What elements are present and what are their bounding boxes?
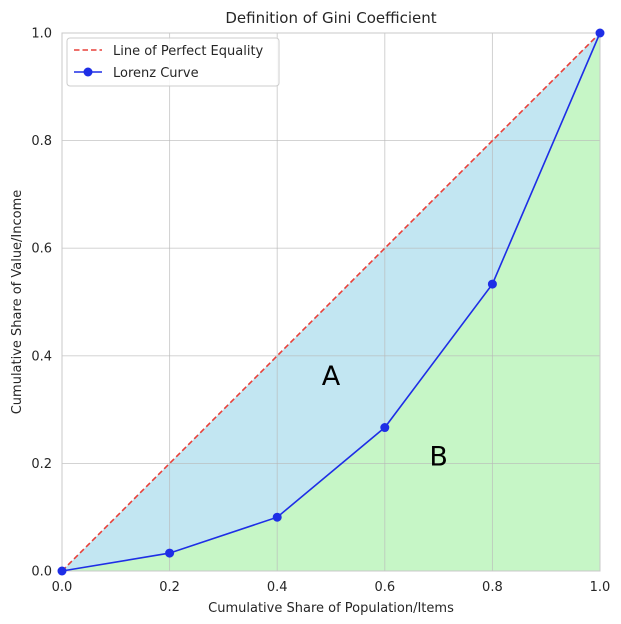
y-tick-label: 0.6	[31, 242, 52, 257]
lorenz-point	[57, 566, 67, 576]
y-tick-label: 0.4	[31, 349, 52, 364]
x-tick-label: 0.4	[267, 580, 288, 595]
data-markers	[57, 28, 605, 576]
area-under-lorenz	[62, 33, 600, 571]
region-label-a: A	[322, 361, 341, 392]
x-axis-label: Cumulative Share of Population/Items	[208, 601, 454, 616]
x-tick-label: 0.6	[374, 580, 395, 595]
chart-title: Definition of Gini Coefficient	[225, 9, 436, 27]
x-tick-label: 0.0	[52, 580, 73, 595]
x-tick-label: 0.2	[159, 580, 180, 595]
grid-lines	[61, 32, 601, 572]
y-tick-label: 0.8	[31, 134, 52, 149]
y-axis-label: Cumulative Share of Value/Income	[10, 190, 25, 415]
lorenz-point	[165, 548, 175, 558]
lorenz-line	[61, 32, 601, 572]
x-tick-label: 0.8	[482, 580, 503, 595]
region-annotations: AB	[322, 361, 448, 473]
lorenz-point	[595, 28, 605, 38]
plot-frame	[61, 32, 601, 572]
lorenz-point	[487, 279, 497, 289]
legend-lorenz-marker	[83, 67, 93, 77]
legend: Line of Perfect Equality Lorenz Curve	[66, 37, 280, 87]
region-label-b: B	[429, 442, 448, 473]
y-tick-label: 0.2	[31, 457, 52, 472]
lorenz-point	[272, 512, 282, 522]
x-tick-label: 1.0	[590, 580, 611, 595]
series-lines	[61, 32, 601, 572]
y-tick-label: 0.0	[31, 565, 52, 580]
y-tick-label: 1.0	[31, 27, 52, 42]
tick-labels: 0.0 0.2 0.4 0.6 0.8 1.0 0.0 0.2 0.4 0.6 0.8 1.0	[31, 27, 610, 596]
legend-lorenz-label: Lorenz Curve	[113, 66, 199, 81]
legend-equality-label: Line of Perfect Equality	[113, 44, 264, 59]
equality-line	[61, 32, 601, 572]
legend-box	[66, 37, 280, 87]
lorenz-point	[380, 423, 390, 433]
